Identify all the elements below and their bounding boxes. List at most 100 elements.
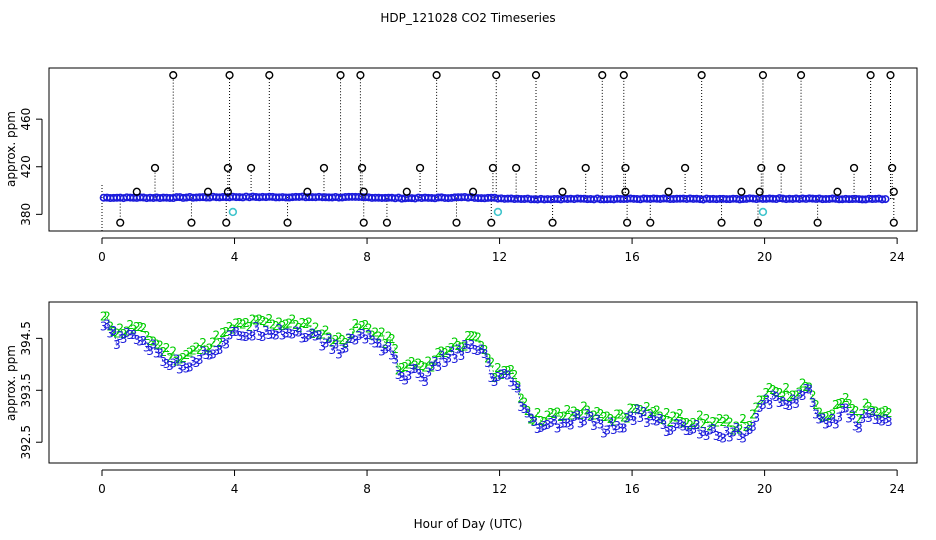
series-3-point: 3: [265, 328, 273, 342]
series-3-point: 3: [584, 407, 592, 421]
series-3-point: 3: [511, 379, 519, 393]
series-3-point: 3: [521, 402, 529, 416]
drop-point: [222, 218, 231, 227]
series-2-point: 2: [289, 312, 297, 326]
series-3-point: 3: [408, 362, 416, 376]
cyan-point: [758, 207, 768, 217]
series-2-point: 2: [670, 410, 678, 424]
series-3-point: 3: [385, 340, 393, 354]
series-2-point: 2: [868, 404, 876, 418]
series-2-point: 2: [312, 321, 320, 335]
series-3-point: 3: [140, 334, 148, 348]
series-3-point: 3: [726, 430, 734, 444]
series-2-point: 2: [809, 389, 817, 403]
series-2-point: 2: [405, 357, 413, 371]
series-3-point: 3: [249, 329, 257, 343]
drop-point: [283, 218, 292, 227]
series-2-point: 2: [885, 406, 893, 420]
drop-point: [813, 218, 822, 227]
series-2-point: 2: [292, 318, 300, 332]
series-2-point: 2: [425, 355, 433, 369]
spike-point: [888, 163, 897, 173]
series-3-point: 3: [106, 327, 114, 341]
series-2-point: 2: [603, 409, 611, 423]
series-2-point: 2: [451, 336, 459, 350]
series-3-point: 3: [133, 333, 141, 347]
spike-point: [680, 163, 690, 173]
series-2-point: 2: [309, 327, 317, 341]
bottom-x-tick-label: 16: [624, 482, 639, 496]
series-2-point: 2: [189, 343, 197, 357]
top-x-tick-label: 8: [363, 250, 371, 264]
series-3-point: 3: [302, 331, 310, 345]
series-2-point: 2: [434, 346, 442, 360]
series-3-point: 3: [478, 343, 486, 357]
series-3-point: 3: [607, 416, 615, 430]
spike-point: [755, 187, 764, 196]
series-3-point: 3: [756, 401, 764, 415]
series-2-point: 2: [378, 325, 386, 339]
series-3-point: 3: [173, 353, 181, 367]
series-2-point: 2: [193, 341, 201, 355]
series-2-point: 2: [388, 332, 396, 346]
series-3-point: 3: [683, 424, 691, 438]
series-3-point: 3: [709, 422, 717, 436]
series-3-point: 3: [388, 349, 396, 363]
top-y-tick-label: 420: [19, 155, 33, 178]
series-3-point: 3: [835, 411, 843, 425]
series-3-point: 3: [444, 352, 452, 366]
series-3-point: 3: [431, 355, 439, 369]
series-2-point: 2: [133, 320, 141, 334]
series-3-point: 3: [299, 332, 307, 346]
series-2-point: 2: [570, 404, 578, 418]
drop-point: [187, 218, 196, 227]
series-2-point: 2: [660, 413, 668, 427]
series-3-point: 3: [617, 422, 625, 436]
series-2-point: 2: [140, 321, 148, 335]
series-2-point: 2: [249, 313, 257, 327]
series-2-point: 2: [332, 333, 340, 347]
bottom-x-axis: 0 4 8 12 16 20 24: [98, 469, 905, 496]
series-3-point: 3: [153, 346, 161, 360]
series-3-point: 3: [189, 355, 197, 369]
series-3-point: 3: [229, 325, 237, 339]
series-2-point: 2: [494, 361, 502, 375]
series-2-point: 2: [126, 318, 134, 332]
spike-point: [664, 187, 673, 196]
series-3-point: 3: [322, 336, 330, 350]
series-2-point: 2: [696, 408, 704, 422]
series-2-point: 2: [650, 405, 658, 419]
series-3-point: 3: [716, 430, 724, 444]
series-2-point: 2: [464, 329, 472, 343]
series-2-point: 2: [776, 386, 784, 400]
series-2-point: 2: [769, 383, 777, 397]
series-3-point: 3: [825, 416, 833, 430]
series-3-point: 3: [345, 332, 353, 346]
series-2-point: 2: [560, 409, 568, 423]
series-3-point: 3: [637, 411, 645, 425]
series-3-point: 3: [656, 412, 664, 426]
series-3-point: 3: [875, 413, 883, 427]
series-2-point: 2: [454, 339, 462, 353]
series-3-point: 3: [703, 429, 711, 443]
series-3-point: 3: [116, 329, 124, 343]
series-2-point: 2: [849, 402, 857, 416]
series-3-point: 3: [159, 355, 167, 369]
series-2-point: 2: [699, 417, 707, 431]
series-3-point: 3: [196, 353, 204, 367]
series-3-point: 3: [676, 418, 684, 432]
top-x-tick-label: 0: [98, 250, 106, 264]
spike-point: [169, 71, 178, 80]
series-2-point: 2: [196, 343, 204, 357]
series-3-point: 3: [328, 343, 336, 357]
series-2-point: 2: [567, 408, 575, 422]
series-3-point: 3: [776, 396, 784, 410]
series-2-point: 2: [600, 410, 608, 424]
top-x-tick-label: 4: [231, 250, 239, 264]
series-3-point: 3: [454, 343, 462, 357]
drop-point: [623, 218, 632, 227]
series-2-point: 2: [580, 400, 588, 414]
series-3-point: 3: [640, 405, 648, 419]
series-2-point: 2: [637, 403, 645, 417]
